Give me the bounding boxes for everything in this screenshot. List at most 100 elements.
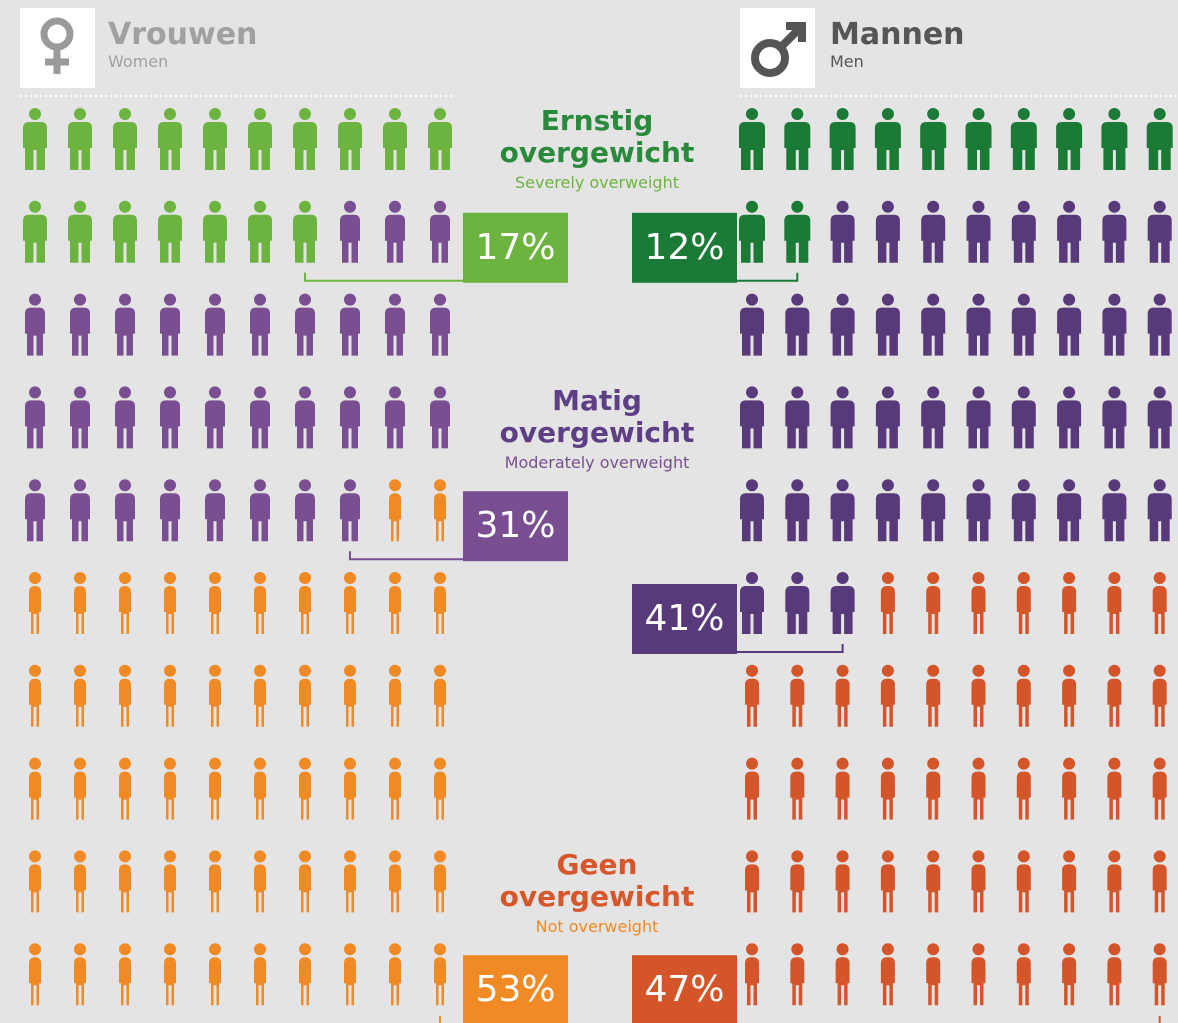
icon-body <box>875 400 900 449</box>
icon-head <box>74 108 86 120</box>
icon-head <box>927 572 940 584</box>
person-icon <box>835 943 850 1006</box>
icon-head <box>927 479 940 492</box>
icon-head <box>29 850 41 863</box>
icon-body <box>115 493 135 542</box>
icon-head <box>209 200 221 213</box>
person-icon <box>1107 664 1122 727</box>
person-icon <box>29 572 41 634</box>
icon-body <box>1147 400 1172 449</box>
person-icon <box>880 572 895 634</box>
icon-body <box>158 122 182 170</box>
icon-body <box>1102 307 1127 356</box>
icon-head <box>1017 572 1030 584</box>
person-icon <box>25 293 45 356</box>
icon-body <box>1062 586 1077 634</box>
icon-body <box>389 586 401 634</box>
person-icon <box>389 572 401 634</box>
icon-head <box>254 757 266 770</box>
icon-head <box>389 200 401 213</box>
percent-box <box>632 955 737 1023</box>
icon-head <box>746 757 758 770</box>
person-icon <box>295 386 315 449</box>
icon-head <box>881 664 894 677</box>
person-icon <box>74 757 86 820</box>
icon-head <box>791 200 804 213</box>
person-icon <box>389 943 401 1006</box>
icon-body <box>1062 957 1077 1006</box>
icon-body <box>74 586 86 634</box>
icon-body <box>830 214 855 263</box>
person-icon <box>113 108 137 170</box>
icon-body <box>119 586 131 634</box>
icon-head <box>344 757 356 770</box>
person-icon <box>340 293 360 356</box>
icon-head <box>1063 200 1076 213</box>
person-icon <box>1147 200 1172 263</box>
icon-head <box>881 572 894 584</box>
icon-body <box>784 122 811 170</box>
icon-body <box>965 122 992 170</box>
person-icon <box>785 293 810 356</box>
icon-body <box>1152 864 1167 913</box>
icon-head <box>29 386 41 399</box>
icon-head <box>119 200 131 213</box>
icon-head <box>164 943 176 956</box>
percent-box <box>632 212 737 283</box>
icon-body <box>921 493 946 542</box>
icon-body <box>23 122 47 170</box>
person-icon <box>1102 200 1127 263</box>
icon-head <box>344 850 356 863</box>
icon-head <box>972 757 985 770</box>
icon-body <box>74 957 86 1006</box>
icon-head <box>119 943 131 956</box>
icon-head <box>791 386 804 399</box>
icon-head <box>746 479 758 492</box>
person-icon <box>926 664 941 727</box>
icon-head <box>1108 664 1121 677</box>
icon-body <box>745 864 759 913</box>
icon-head <box>344 108 356 120</box>
person-icon <box>254 572 266 634</box>
icon-body <box>344 864 356 913</box>
icon-head <box>746 943 758 956</box>
person-icon <box>29 943 41 1006</box>
person-icon <box>874 108 901 170</box>
person-icon <box>966 386 991 449</box>
person-icon <box>74 850 86 913</box>
icon-body <box>115 307 135 356</box>
icon-body <box>434 493 446 542</box>
icon-head <box>74 943 86 956</box>
person-icon <box>1147 479 1172 542</box>
person-icon <box>338 108 362 170</box>
icon-body <box>205 307 225 356</box>
icon-head <box>299 386 311 399</box>
person-icon <box>966 479 991 542</box>
icon-body <box>1107 771 1122 820</box>
person-icon <box>434 757 446 820</box>
person-icon <box>740 293 764 356</box>
icon-head <box>1108 943 1121 956</box>
person-icon <box>835 850 850 913</box>
person-icon <box>385 293 405 356</box>
person-icon <box>434 943 446 1006</box>
person-icon <box>428 108 452 170</box>
person-icon <box>784 108 811 170</box>
icon-head <box>1108 572 1121 584</box>
bracket <box>737 272 799 282</box>
female-symbol <box>40 17 74 74</box>
person-icon <box>830 572 855 634</box>
person-icon <box>835 664 850 727</box>
person-icon <box>790 664 805 727</box>
icon-head <box>1108 479 1121 492</box>
icon-head <box>1017 664 1030 677</box>
icon-body <box>68 214 92 263</box>
icon-head <box>254 200 266 213</box>
icon-head <box>434 850 446 863</box>
icon-body <box>740 400 764 449</box>
icon-head <box>1153 108 1166 120</box>
icon-body <box>830 400 855 449</box>
icon-head <box>209 664 221 677</box>
person-icon <box>1102 293 1127 356</box>
person-icon <box>295 293 315 356</box>
